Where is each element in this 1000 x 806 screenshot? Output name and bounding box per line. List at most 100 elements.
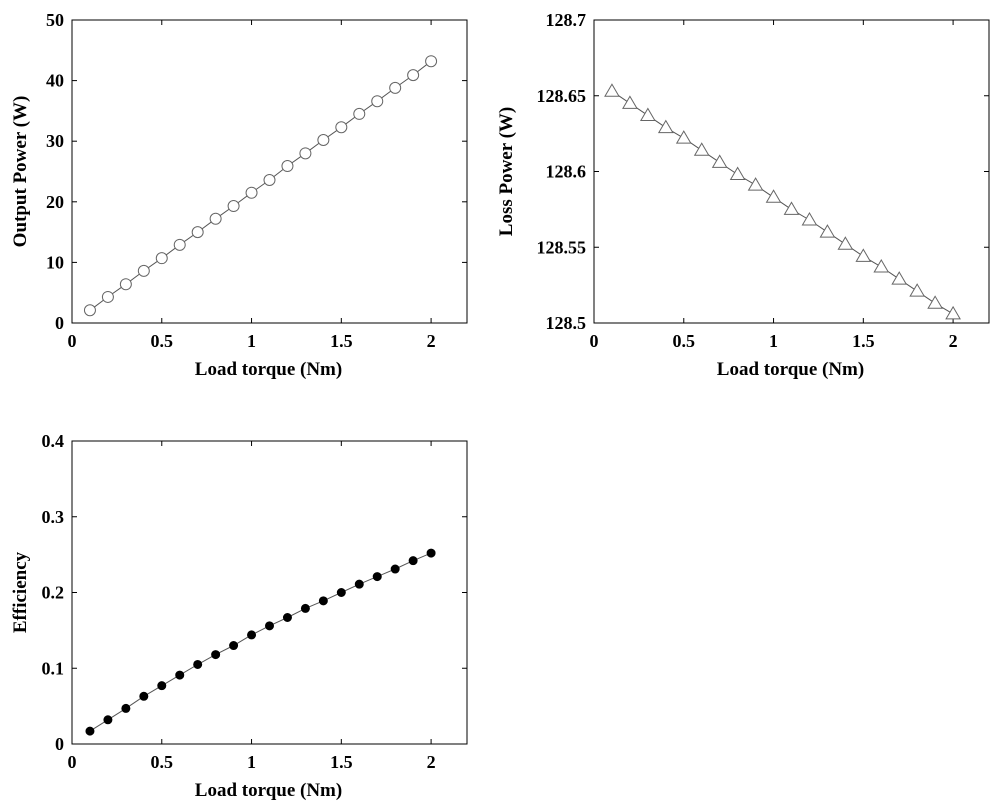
- x-tick-label: 2: [427, 331, 436, 351]
- x-axis-label: Load torque (Nm): [195, 359, 342, 380]
- y-tick-label: 0.1: [42, 658, 65, 678]
- data-point: [425, 55, 438, 68]
- data-point: [281, 160, 294, 173]
- y-tick-label: 50: [46, 10, 64, 30]
- data-point: [191, 226, 204, 239]
- x-tick-label: 1.5: [330, 331, 353, 351]
- data-point: [139, 691, 149, 701]
- data-point: [729, 166, 746, 181]
- y-axis-label: Output Power (W): [10, 96, 31, 248]
- data-point: [927, 295, 944, 309]
- data-point: [300, 603, 310, 613]
- y-tick-label: 10: [46, 252, 64, 272]
- data-point: [604, 83, 620, 97]
- data-point: [765, 189, 782, 203]
- x-tick-label: 0: [68, 752, 77, 772]
- plot-frame: [71, 19, 468, 324]
- x-tick-label: 1: [247, 752, 256, 772]
- data-point: [909, 283, 926, 297]
- data-point: [101, 290, 114, 303]
- data-point: [390, 564, 400, 574]
- x-tick-label: 0.5: [151, 752, 174, 772]
- y-tick-label: 0.2: [42, 583, 65, 603]
- data-point: [945, 305, 961, 320]
- data-point: [426, 548, 436, 558]
- data-point: [407, 69, 420, 82]
- data-point: [354, 579, 364, 589]
- data-point: [372, 572, 382, 582]
- data-point: [209, 212, 222, 225]
- y-tick-label: 128.55: [537, 237, 587, 257]
- data-point: [103, 715, 113, 725]
- data-point: [819, 224, 836, 238]
- data-point: [801, 211, 818, 226]
- x-tick-label: 2: [949, 331, 958, 351]
- x-tick-label: 0: [68, 331, 77, 351]
- data-point: [389, 81, 402, 94]
- data-point: [227, 200, 240, 213]
- data-point: [317, 133, 330, 146]
- data-point: [85, 726, 95, 736]
- data-point: [265, 621, 274, 631]
- data-point: [408, 556, 418, 566]
- plot-frame: [593, 19, 990, 324]
- plot-frame: [71, 440, 468, 745]
- data-point: [873, 258, 890, 273]
- data-point: [335, 121, 348, 134]
- data-point: [155, 252, 168, 265]
- y-tick-label: 128.65: [537, 86, 587, 106]
- data-point: [891, 271, 908, 285]
- data-point: [837, 236, 854, 250]
- data-point: [693, 142, 710, 156]
- x-tick-label: 0.5: [673, 331, 696, 351]
- y-axis-label: Loss Power (W): [496, 107, 517, 236]
- data-point: [263, 173, 276, 186]
- chart-loss-power: 0 0.5 1 1.5 2 128.5 128.55 128.6 128.65 128.7 Load…: [496, 10, 990, 380]
- data-point: [247, 630, 257, 640]
- chart-efficiency: 0 0.5 1 1.5 2 0 0.1 0.2 0.3 0.4 Load torque (Nm) Ef…: [10, 431, 468, 801]
- data-point: [173, 238, 186, 251]
- x-tick-label: 1.5: [852, 331, 875, 351]
- data-point: [229, 641, 239, 651]
- data-point: [211, 650, 221, 660]
- data-point: [675, 130, 692, 144]
- y-tick-label: 0.3: [42, 507, 65, 527]
- data-point: [783, 201, 800, 215]
- y-tick-label: 0.4: [42, 431, 65, 451]
- data-point: [622, 95, 638, 109]
- data-point: [83, 304, 96, 317]
- data-point: [282, 612, 292, 622]
- x-tick-label: 1.5: [330, 752, 353, 772]
- y-tick-label: 20: [46, 192, 64, 212]
- y-tick-label: 40: [46, 71, 64, 91]
- data-point: [193, 659, 203, 669]
- data-point: [353, 107, 366, 120]
- y-tick-label: 0: [55, 313, 64, 333]
- x-axis-label: Load torque (Nm): [195, 780, 342, 801]
- x-tick-label: 0: [590, 331, 599, 351]
- x-tick-label: 1: [247, 331, 256, 351]
- x-tick-label: 0.5: [151, 331, 174, 351]
- data-point: [855, 248, 872, 262]
- data-point: [639, 107, 656, 121]
- y-tick-label: 128.6: [546, 162, 587, 182]
- x-tick-label: 2: [427, 752, 436, 772]
- y-tick-label: 128.7: [546, 10, 587, 30]
- data-point: [137, 264, 150, 277]
- data-point: [657, 119, 674, 134]
- y-tick-label: 30: [46, 131, 64, 151]
- y-tick-label: 0: [55, 734, 64, 754]
- data-point: [119, 278, 132, 291]
- data-point: [336, 588, 346, 597]
- data-point: [747, 177, 764, 191]
- y-tick-label: 128.5: [546, 313, 587, 333]
- data-point: [318, 596, 328, 606]
- x-axis-label: Load torque (Nm): [717, 359, 864, 380]
- data-point: [121, 703, 131, 713]
- data-point: [157, 681, 167, 691]
- data-point: [711, 154, 728, 168]
- y-axis-label: Efficiency: [10, 551, 31, 633]
- data-point: [299, 147, 312, 160]
